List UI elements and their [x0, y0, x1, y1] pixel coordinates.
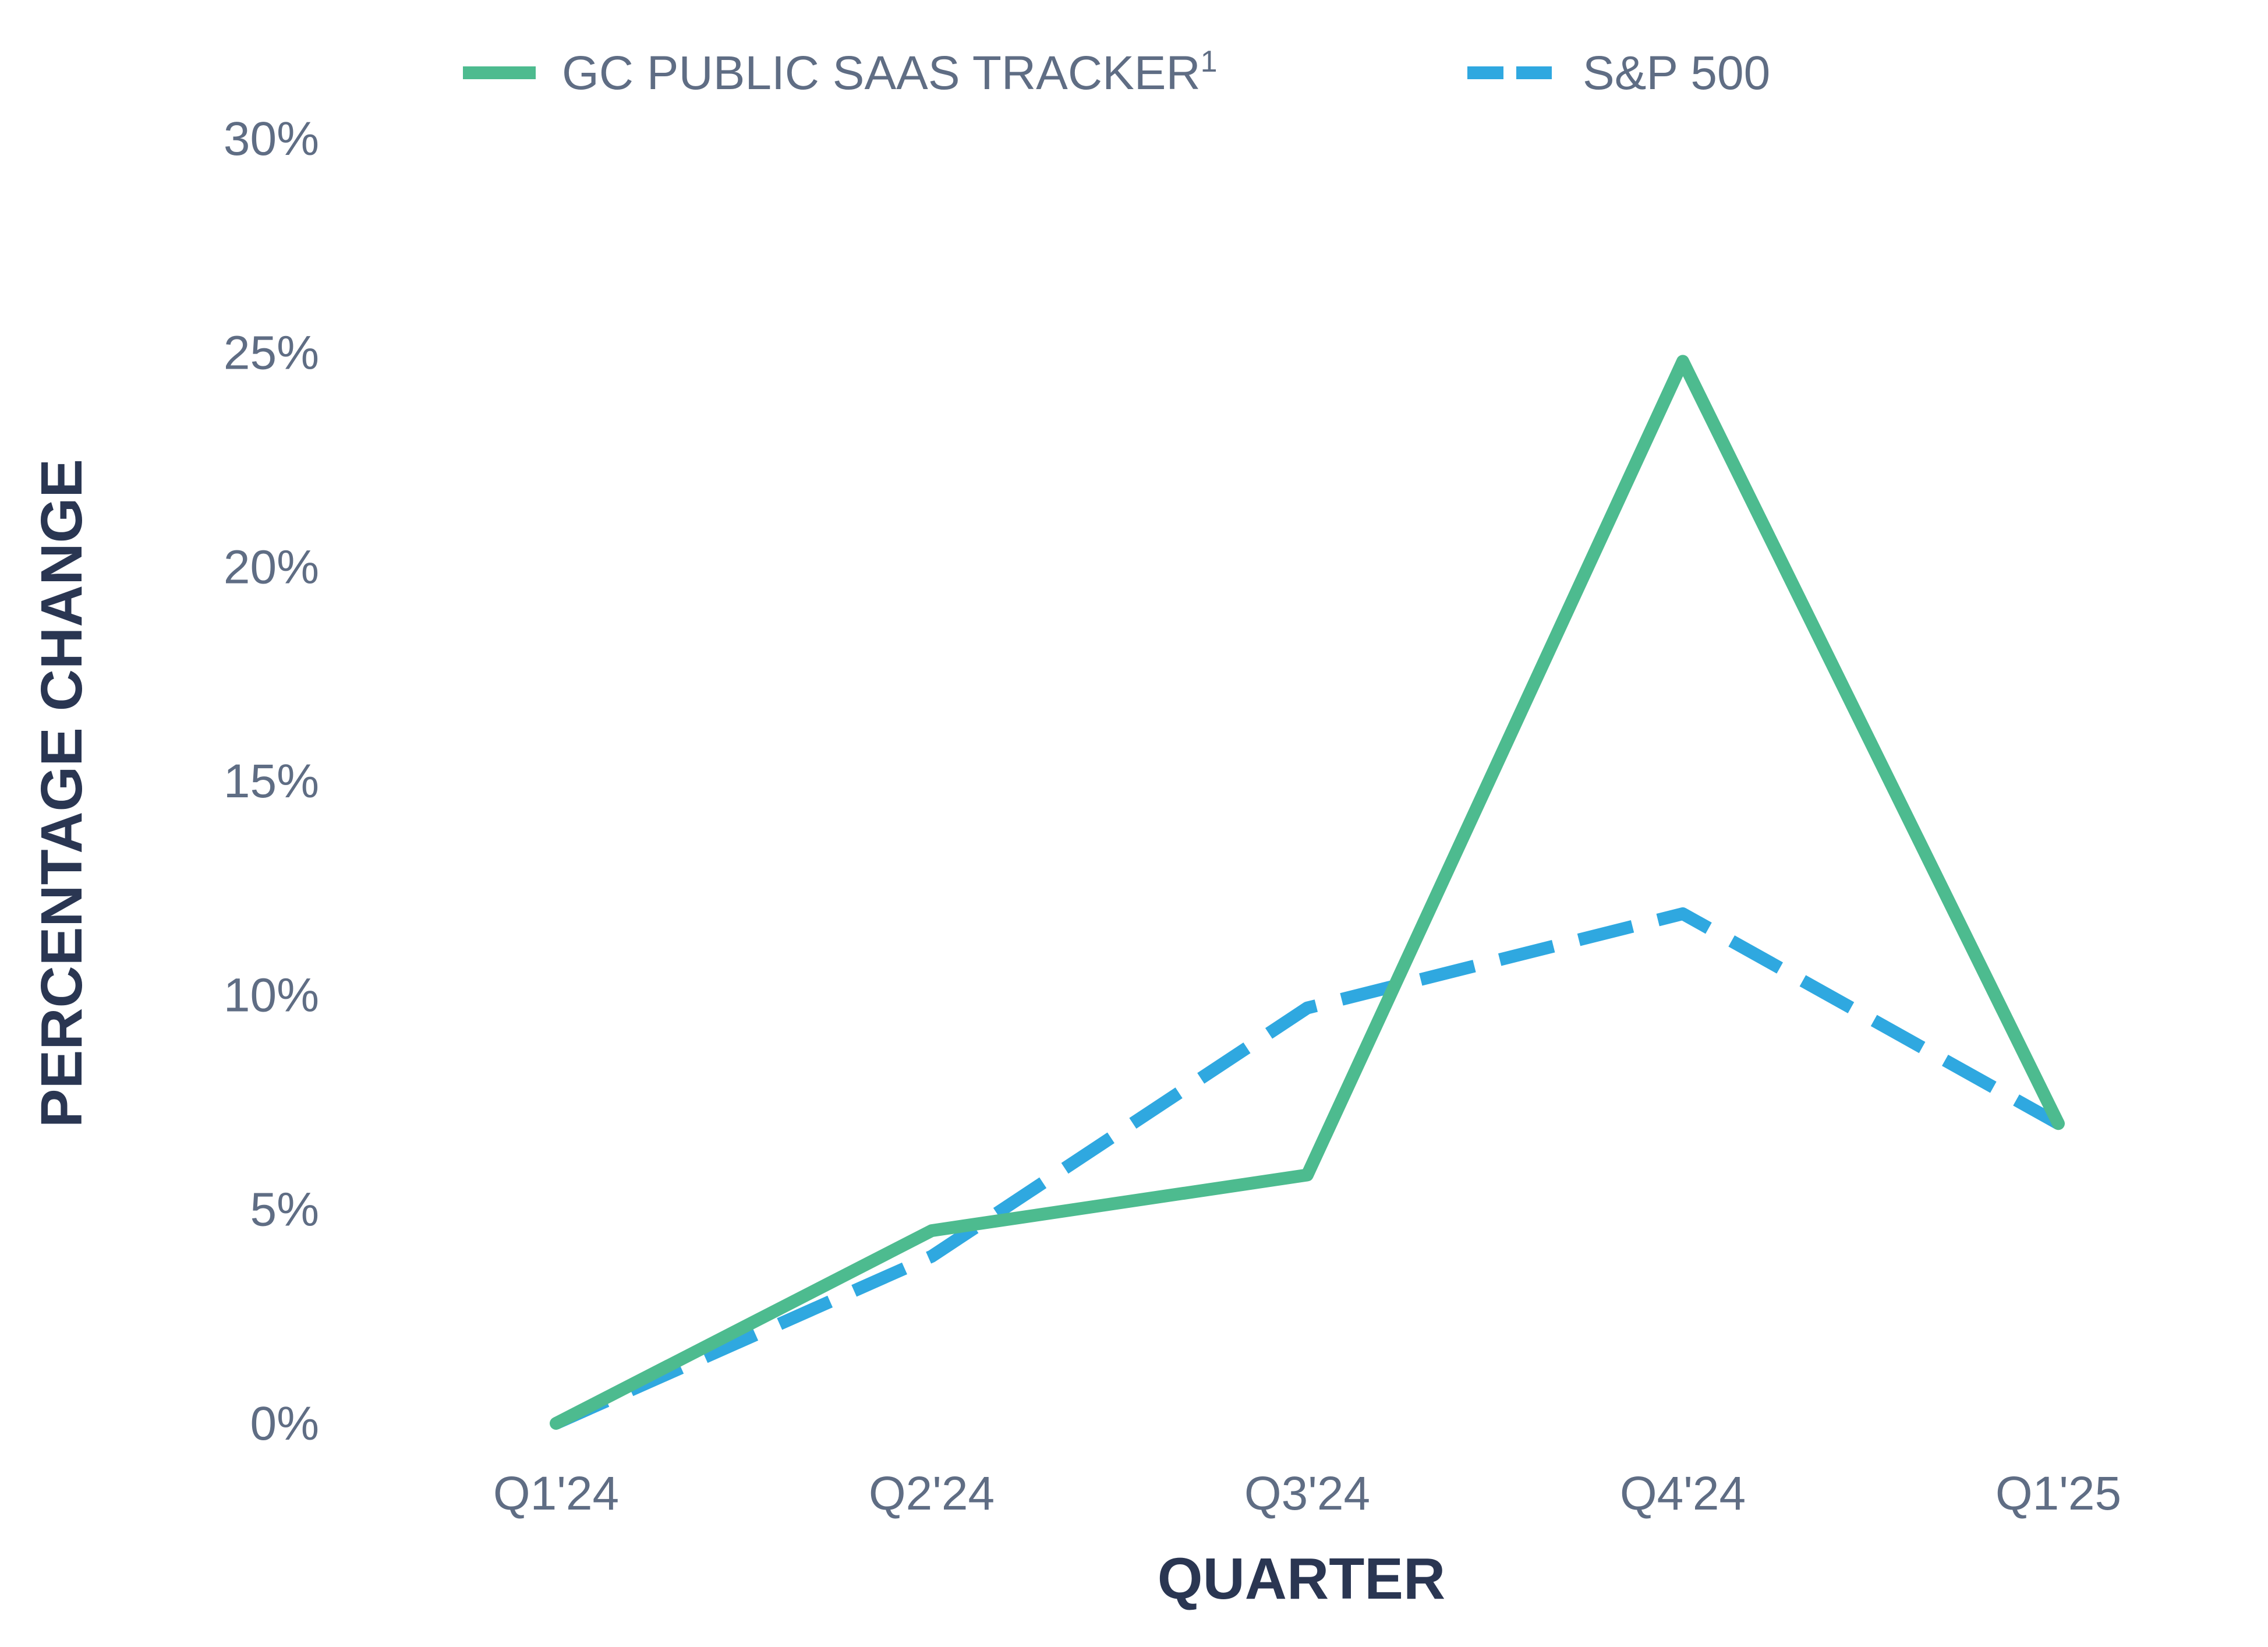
x-tick-label: Q2'24 [869, 1467, 995, 1520]
y-tick-label: 5% [250, 1183, 319, 1236]
x-tick-label: Q1'24 [493, 1467, 619, 1520]
y-tick-label: 10% [224, 969, 319, 1022]
series-line-gc-public-saas-tracker [550, 355, 2065, 1430]
series-line-s-p-500 [553, 907, 2062, 1430]
y-tick-label: 0% [250, 1397, 319, 1450]
x-tick-label: Q1'25 [1995, 1467, 2121, 1520]
x-tick-labels: Q1'24 Q2'24 Q3'24 Q4'24 Q1'25 [493, 1467, 2121, 1520]
x-axis-title: QUARTER [1158, 1546, 1445, 1611]
y-tick-labels: 0% 5% 10% 15% 20% 25% 30% [224, 112, 319, 1450]
series-layer [550, 355, 2065, 1430]
y-tick-label: 20% [224, 540, 319, 593]
legend-label-gc-saas-tracker: GC PUBLIC SAAS TRACKER1 [562, 45, 1218, 100]
y-axis-title: PERCENTAGE CHANGE [29, 459, 94, 1128]
y-tick-label: 25% [224, 327, 319, 380]
y-tick-label: 30% [224, 112, 319, 165]
legend-label-sp500: S&P 500 [1583, 47, 1770, 100]
x-tick-label: Q4'24 [1620, 1467, 1746, 1520]
y-tick-label: 15% [224, 755, 319, 808]
x-tick-label: Q3'24 [1244, 1467, 1370, 1520]
legend: GC PUBLIC SAAS TRACKER1 S&P 500 [463, 45, 1770, 100]
